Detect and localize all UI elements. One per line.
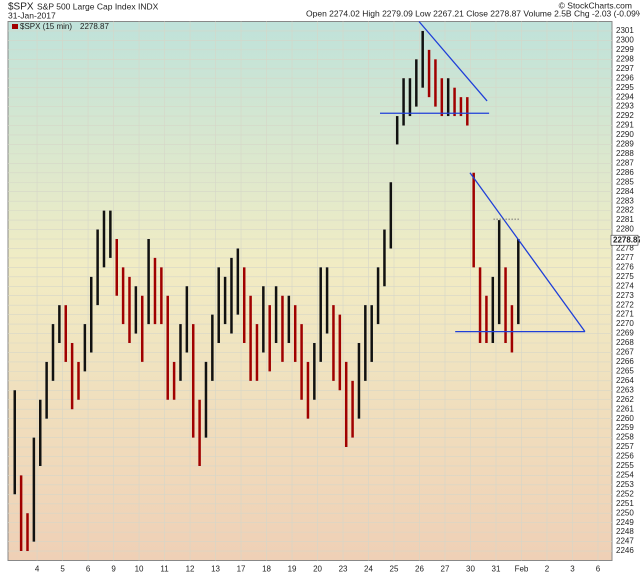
y-tick-label: 2275 xyxy=(616,272,634,281)
y-tick-label: 2273 xyxy=(616,291,634,300)
y-tick-label: 2295 xyxy=(616,83,634,92)
y-tick-label: 2246 xyxy=(616,546,634,555)
price-tag: 2278.87 xyxy=(613,235,640,244)
y-tick-label: 2274 xyxy=(616,281,634,290)
y-tick-label: 2247 xyxy=(616,537,634,546)
x-tick-label: 31 xyxy=(492,565,501,574)
x-tick-label: 27 xyxy=(441,565,450,574)
y-tick-label: 2266 xyxy=(616,357,634,366)
y-tick-label: 2282 xyxy=(616,206,634,215)
y-tick-label: 2269 xyxy=(616,329,634,338)
ticker: $SPX xyxy=(8,2,34,13)
date: 31-Jan-2017 xyxy=(8,10,56,20)
y-tick-label: 2276 xyxy=(616,262,634,271)
legend-label: $SPX (15 min) xyxy=(20,22,72,31)
x-tick-label: 6 xyxy=(596,565,601,574)
y-tick-label: 2257 xyxy=(616,442,634,451)
x-tick-label: 12 xyxy=(186,565,195,574)
y-tick-label: 2267 xyxy=(616,348,634,357)
x-tick-label: 6 xyxy=(86,565,91,574)
x-tick-label: 5 xyxy=(60,565,65,574)
y-tick-label: 2280 xyxy=(616,225,634,234)
y-tick-label: 2259 xyxy=(616,423,634,432)
y-tick-label: 2287 xyxy=(616,158,634,167)
x-tick-label: 30 xyxy=(466,565,475,574)
y-tick-label: 2298 xyxy=(616,54,634,63)
y-tick-label: 2281 xyxy=(616,215,634,224)
trend-line xyxy=(418,21,488,102)
quote: Open 2274.02 High 2279.09 Low 2267.21 Cl… xyxy=(306,8,640,18)
y-tick-label: 2260 xyxy=(616,414,634,423)
y-tick-label: 2300 xyxy=(616,36,634,45)
y-tick-label: 2271 xyxy=(616,310,634,319)
x-tick-label: 18 xyxy=(262,565,271,574)
y-tick-label: 2252 xyxy=(616,489,634,498)
y-tick-label: 2258 xyxy=(616,433,634,442)
y-tick-label: 2291 xyxy=(616,121,634,130)
y-tick-label: 2277 xyxy=(616,253,634,262)
y-tick-label: 2301 xyxy=(616,26,634,35)
x-tick-label: 17 xyxy=(237,565,246,574)
x-tick-label: 23 xyxy=(339,565,348,574)
y-tick-label: 2270 xyxy=(616,319,634,328)
y-tick-label: 2263 xyxy=(616,385,634,394)
y-tick-label: 2262 xyxy=(616,395,634,404)
y-tick-label: 2294 xyxy=(616,92,634,101)
y-tick-label: 2286 xyxy=(616,168,634,177)
plot xyxy=(8,21,612,561)
x-tick-label: Feb xyxy=(515,565,529,574)
y-tick-label: 2284 xyxy=(616,187,634,196)
price-tag-box xyxy=(610,234,639,246)
x-tick-label: 3 xyxy=(570,565,575,574)
y-tick-label: 2256 xyxy=(616,452,634,461)
y-tick-label: 2253 xyxy=(616,480,634,489)
y-tick-label: 2254 xyxy=(616,471,634,480)
y-tick-label: 2251 xyxy=(616,499,634,508)
y-tick-label: 2278 xyxy=(616,244,634,253)
y-tick-label: 2261 xyxy=(616,404,634,413)
credit: © StockCharts.com xyxy=(559,0,632,10)
x-tick-label: 19 xyxy=(288,565,297,574)
x-tick-label: 2 xyxy=(545,565,550,574)
y-tick-label: 2264 xyxy=(616,376,634,385)
x-tick-label: 4 xyxy=(35,565,40,574)
subtitle: S&P 500 Large Cap Index INDX xyxy=(37,1,159,11)
y-tick-label: 2250 xyxy=(616,508,634,517)
x-tick-label: 9 xyxy=(111,565,116,574)
x-tick-label: 25 xyxy=(390,565,399,574)
x-tick-label: 10 xyxy=(135,565,144,574)
y-tick-label: 2293 xyxy=(616,102,634,111)
y-tick-label: 2249 xyxy=(616,518,634,527)
x-tick-label: 20 xyxy=(313,565,322,574)
x-tick-label: 24 xyxy=(364,565,373,574)
y-tick-label: 2299 xyxy=(616,45,634,54)
y-tick-label: 2296 xyxy=(616,73,634,82)
y-tick-label: 2290 xyxy=(616,130,634,139)
plot-area xyxy=(7,21,613,561)
y-tick-label: 2272 xyxy=(616,300,634,309)
y-tick-label: 2292 xyxy=(616,111,634,120)
y-tick-label: 2297 xyxy=(616,64,634,73)
x-tick-label: 11 xyxy=(160,565,169,574)
legend-value: 2278.87 xyxy=(80,22,109,31)
y-tick-label: 2268 xyxy=(616,338,634,347)
y-tick-label: 2289 xyxy=(616,140,634,149)
legend-swatch xyxy=(12,24,18,29)
y-tick-label: 2283 xyxy=(616,196,634,205)
y-tick-label: 2265 xyxy=(616,366,634,375)
y-tick-label: 2285 xyxy=(616,177,634,186)
y-tick-label: 2248 xyxy=(616,527,634,536)
y-tick-label: 2288 xyxy=(616,149,634,158)
y-tick-label: 2255 xyxy=(616,461,634,470)
x-tick-label: 26 xyxy=(415,565,424,574)
trend-line xyxy=(469,172,586,333)
x-tick-label: 13 xyxy=(211,565,220,574)
